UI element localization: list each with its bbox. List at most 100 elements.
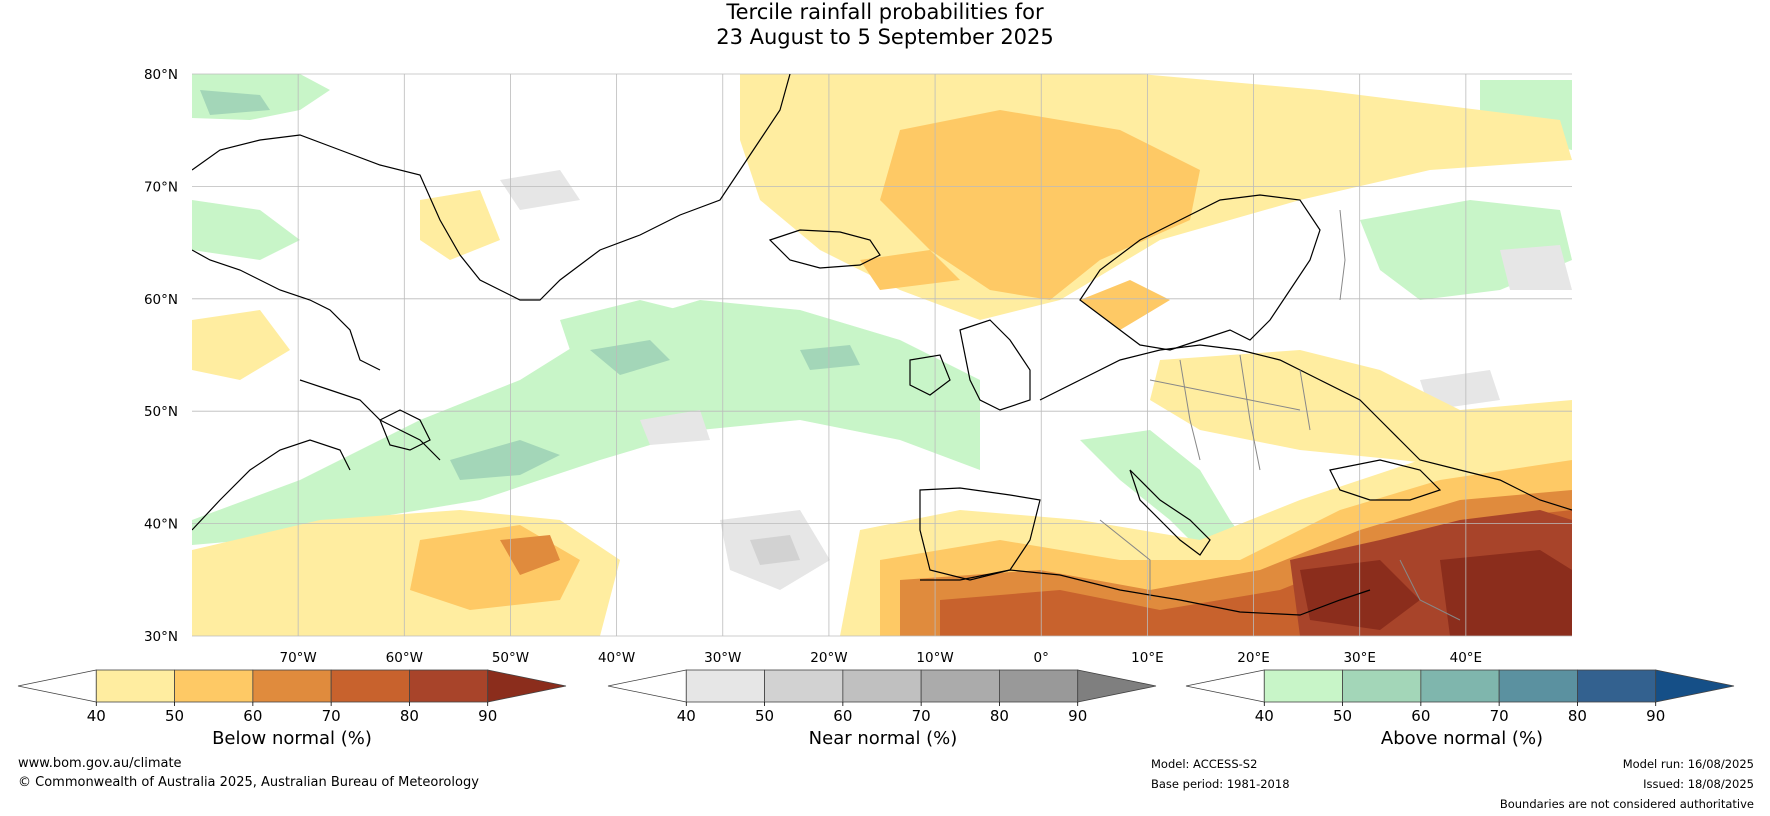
colorbar-tick-label: 60	[833, 707, 852, 725]
border-7	[1399, 559, 1461, 621]
colorbar-near-bin-0	[685, 669, 765, 703]
lat-tick-label: 50°N	[144, 404, 178, 420]
lat-tick-label: 30°N	[144, 629, 178, 645]
coast-italy	[1129, 469, 1211, 556]
colorbar-title-below: Below normal (%)	[212, 728, 372, 749]
shade-below-arabia-max	[1440, 550, 1572, 636]
border-4	[1299, 369, 1311, 431]
shade-near-2	[500, 170, 580, 210]
probability-shading	[192, 74, 1572, 636]
coast-ireland	[909, 354, 951, 396]
lon-tick-labels: 70°W 60°W 50°W 40°W 30°W 20°W 10°W 0° 10°E 20°E 30…	[280, 650, 1483, 666]
colorbar-above-under	[1185, 669, 1265, 703]
lon-tick-label: 30°E	[1343, 650, 1375, 666]
colorbar-near-under	[607, 669, 687, 703]
footer-model: Model: ACCESS-S2	[1151, 757, 1258, 771]
border-6	[1099, 519, 1151, 600]
coast-iceland	[768, 229, 881, 269]
colorbar-above-bin-1	[1342, 669, 1422, 703]
colorbar-tick-label: 40	[87, 707, 106, 725]
shade-below-eastern-europe	[1150, 350, 1572, 480]
colorbar-tick-label: 90	[1068, 707, 1087, 725]
coast-baffin	[192, 249, 381, 371]
border-2	[1179, 359, 1201, 461]
shade-below-labrador-sea	[192, 310, 290, 380]
border-5	[1339, 209, 1346, 301]
colorbar-above-over	[1655, 669, 1735, 703]
shade-below-north-greenland	[420, 190, 500, 260]
colorbar-below-under	[17, 669, 97, 703]
chart-title: Tercile rainfall probabilities for 23 Au…	[0, 0, 1770, 50]
shade-above-west-atlantic	[192, 300, 980, 545]
lon-tick-label: 0°	[1034, 650, 1049, 666]
colorbar-title-near: Near normal (%)	[808, 728, 958, 749]
shade-near-5	[1500, 245, 1572, 290]
title-line-2: 23 August to 5 September 2025	[716, 25, 1054, 49]
colorbar-tick-label: 60	[1411, 707, 1430, 725]
footer-disclaimer: Boundaries are not considered authoritat…	[1499, 797, 1754, 811]
colorbar-tick-label: 70	[912, 707, 931, 725]
colorbar-tick-label: 40	[677, 707, 696, 725]
colorbars: 40 50 60 70 80 90 40 50 60 70 80 90 40 50 60 70 80 90	[17, 669, 1735, 725]
shade-above-dark-4	[200, 90, 270, 115]
colorbar-near-bin-1	[764, 669, 844, 703]
shade-above-dark-1	[450, 440, 560, 480]
lat-tick-label: 60°N	[144, 292, 178, 308]
shade-above-labrador	[192, 200, 300, 260]
border-3	[1239, 354, 1261, 471]
grid-lines	[192, 73, 1572, 637]
shade-above-dark-3	[800, 345, 860, 370]
shade-near-7	[750, 535, 800, 565]
lon-tick-label: 20°W	[810, 650, 847, 666]
lat-tick-label: 80°N	[144, 67, 178, 83]
lat-tick-label: 40°N	[144, 517, 178, 533]
title-line-1: Tercile rainfall probabilities for	[726, 0, 1044, 24]
shade-below-mid-atlantic-sw-dark	[500, 535, 560, 575]
colorbar-below-bin-0	[95, 669, 175, 703]
coast-greenland	[192, 74, 791, 301]
colorbar-above-bin-3	[1498, 669, 1578, 703]
colorbar-tick-label: 70	[322, 707, 341, 725]
coast-europe-main	[1039, 344, 1572, 511]
lon-tick-label: 60°W	[386, 650, 423, 666]
colorbar-below-over	[487, 669, 567, 703]
colorbar-below: 40 50 60 70 80 90	[17, 669, 567, 725]
colorbar-tick-label: 50	[1333, 707, 1352, 725]
colorbar-above-bin-0	[1263, 669, 1343, 703]
colorbar-tick-label: 50	[165, 707, 184, 725]
border-1	[1149, 379, 1301, 411]
colorbar-near-bin-3	[920, 669, 1000, 703]
lon-tick-label: 30°W	[704, 650, 741, 666]
shade-near-3	[640, 410, 710, 445]
coast-scandinavia	[1079, 194, 1321, 351]
lon-tick-label: 50°W	[492, 650, 529, 666]
colorbar-near: 40 50 60 70 80 90	[607, 669, 1157, 725]
lat-tick-labels: 80°N 70°N 60°N 50°N 40°N 30°N	[144, 67, 178, 645]
colorbar-tick-label: 80	[990, 707, 1009, 725]
colorbar-below-bin-3	[330, 669, 410, 703]
colorbar-tick-label: 70	[1490, 707, 1509, 725]
lon-tick-label: 20°E	[1237, 650, 1269, 666]
colorbar-below-bin-4	[409, 669, 489, 703]
lon-tick-label: 10°E	[1131, 650, 1163, 666]
coast-north-america	[192, 439, 351, 531]
colorbar-title-above: Above normal (%)	[1380, 728, 1544, 749]
footer-copyright: © Commonwealth of Australia 2025, Austra…	[18, 775, 479, 790]
colorbar-near-over	[1077, 669, 1157, 703]
colorbar-tick-label: 60	[243, 707, 262, 725]
footer-base-period: Base period: 1981-2018	[1151, 777, 1290, 791]
colorbar-tick-label: 80	[1568, 707, 1587, 725]
shade-below-north-atlantic-mid	[880, 110, 1200, 300]
footer-website: www.bom.gov.au/climate	[18, 756, 182, 771]
country-borders	[1099, 209, 1461, 621]
shade-above-dark-2	[590, 340, 670, 375]
lon-tick-label: 40°W	[598, 650, 635, 666]
footer-issued: Issued: 18/08/2025	[1643, 777, 1754, 791]
colorbar-tick-label: 90	[1646, 707, 1665, 725]
colorbar-near-bin-4	[999, 669, 1079, 703]
colorbar-above: 40 50 60 70 80 90	[1185, 669, 1735, 725]
colorbar-tick-label: 80	[400, 707, 419, 725]
colorbar-below-bin-1	[174, 669, 254, 703]
lat-tick-label: 70°N	[144, 179, 178, 195]
